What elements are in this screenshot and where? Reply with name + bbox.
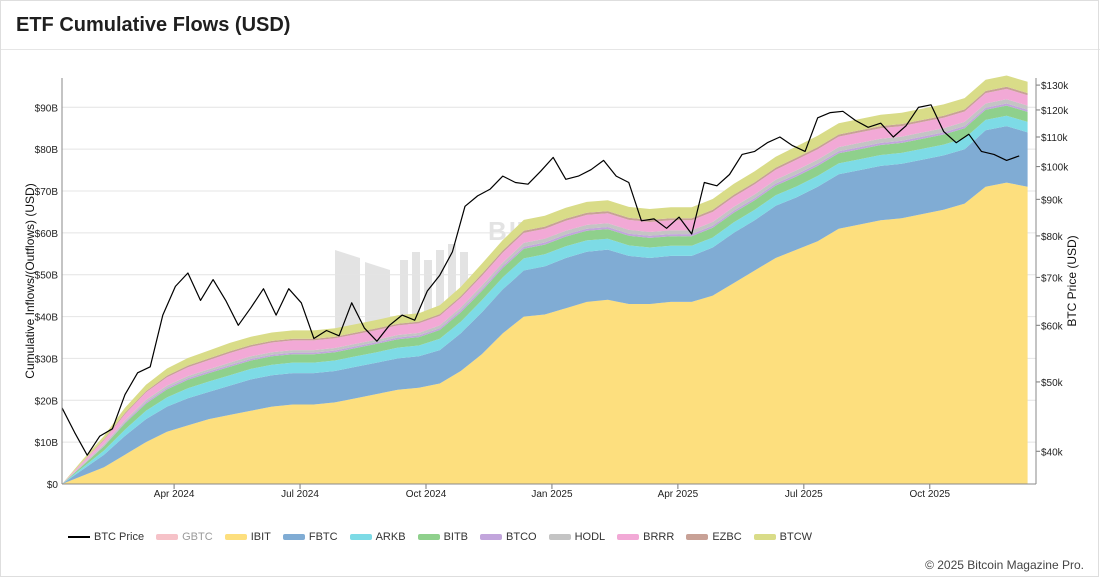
y-tick-label: $50B (35, 271, 59, 282)
legend-item-ibit[interactable]: IBIT (224, 531, 271, 543)
btc-price-series (61, 104, 1020, 456)
y-tick-label: $10B (35, 438, 59, 449)
legend-swatch (480, 534, 503, 540)
legend-item-ezbc[interactable]: EZBC (686, 531, 742, 543)
y-tick-label: $80B (35, 145, 59, 156)
y2-axis-label: BTC Price (USD) (1065, 235, 1079, 326)
x-tick-label: Jan 2025 (531, 489, 573, 500)
y-tick-label: $20B (35, 396, 59, 407)
page-title: ETF Cumulative Flows (USD) (16, 14, 291, 36)
legend-label: BRRR (643, 531, 675, 543)
y2-tick-label: $80k (1041, 232, 1064, 243)
x-tick-label: Oct 2024 (406, 489, 447, 500)
legend-label: BTCO (506, 531, 537, 543)
legend-swatch (282, 534, 305, 540)
legend-item-btc-price[interactable]: BTC Price (68, 531, 144, 543)
legend-item-fbtc[interactable]: FBTC (282, 531, 338, 543)
y2-tick-label: $40k (1041, 447, 1064, 458)
x-tick-label: Apr 2025 (658, 489, 699, 500)
legend-item-bitb[interactable]: BITB (417, 531, 469, 543)
legend-item-brrr[interactable]: BRRR (617, 531, 674, 543)
header-bar: ETF Cumulative Flows (USD) (0, 0, 1100, 50)
y2-tick-label: $90k (1041, 195, 1064, 206)
area-bitb[interactable] (62, 105, 1028, 484)
x-tick-label: Apr 2024 (154, 489, 195, 500)
legend-swatch (68, 536, 90, 538)
legend-label: ARKB (375, 531, 406, 543)
legend-label: GBTC (182, 531, 213, 543)
y2-tick-label: $100k (1041, 163, 1069, 174)
legend-item-hodl[interactable]: HODL (548, 531, 606, 543)
legend-swatch (224, 534, 247, 540)
legend-label: BTC Price (94, 531, 145, 543)
legend-swatch (617, 534, 640, 540)
stacked-areas (62, 75, 1028, 485)
x-tick-label: Oct 2025 (909, 489, 950, 500)
copyright-notice: © 2025 Bitcoin Magazine Pro. (925, 558, 1084, 572)
area-btcw[interactable] (62, 75, 1028, 485)
x-tick-label: Jul 2024 (281, 489, 319, 500)
legend-label: HODL (574, 531, 606, 543)
legend-swatch (156, 534, 179, 540)
area-fbtc[interactable] (62, 126, 1028, 484)
chart-legend: BTC Price GBTC IBIT FBTC ARKB BITB BTCO HODL BRR… (68, 528, 824, 546)
legend-label: EZBC (712, 531, 742, 543)
legend-label: FBTC (308, 531, 338, 543)
y-tick-label: $70B (35, 187, 59, 198)
y-tick-label: $0 (47, 480, 59, 491)
y2-tick-label: $130k (1041, 81, 1069, 92)
x-tick-label: Jul 2025 (785, 489, 823, 500)
legend-item-btcw[interactable]: BTCW (753, 531, 813, 543)
legend-swatch (686, 534, 709, 540)
y-tick-label: $90B (35, 103, 59, 114)
legend-swatch (417, 534, 440, 540)
y2-tick-label: $110k (1041, 133, 1069, 144)
y2-tick-label: $70k (1041, 273, 1064, 284)
legend-label: IBIT (250, 531, 271, 543)
y-tick-label: $40B (35, 313, 59, 324)
y-axis-label: Cumulative Inflows/(Outflows) (USD) (23, 183, 37, 378)
legend-swatch (753, 534, 776, 540)
legend-label: BTCW (779, 531, 813, 543)
axes: $0 $10B $20B $30B $40B $50B $60B $70B $80B $90B $4… (35, 78, 1069, 500)
legend-label: BITB (443, 531, 469, 543)
y-tick-label: $30B (35, 354, 59, 365)
y2-tick-label: $120k (1041, 106, 1069, 117)
y-tick-label: $60B (35, 229, 59, 240)
legend-item-arkb[interactable]: ARKB (349, 531, 406, 543)
btc-price-line[interactable] (61, 104, 1020, 456)
legend-item-btco[interactable]: BTCO (480, 531, 537, 543)
y2-tick-label: $60k (1041, 321, 1064, 332)
legend-swatch (548, 534, 571, 540)
area-brrr[interactable] (62, 88, 1028, 485)
y2-tick-label: $50k (1041, 378, 1064, 389)
legend-item-gbtc[interactable]: GBTC (156, 531, 213, 543)
legend-swatch (349, 534, 372, 540)
area-ibit[interactable] (62, 182, 1028, 484)
area-arkb[interactable] (62, 115, 1028, 484)
